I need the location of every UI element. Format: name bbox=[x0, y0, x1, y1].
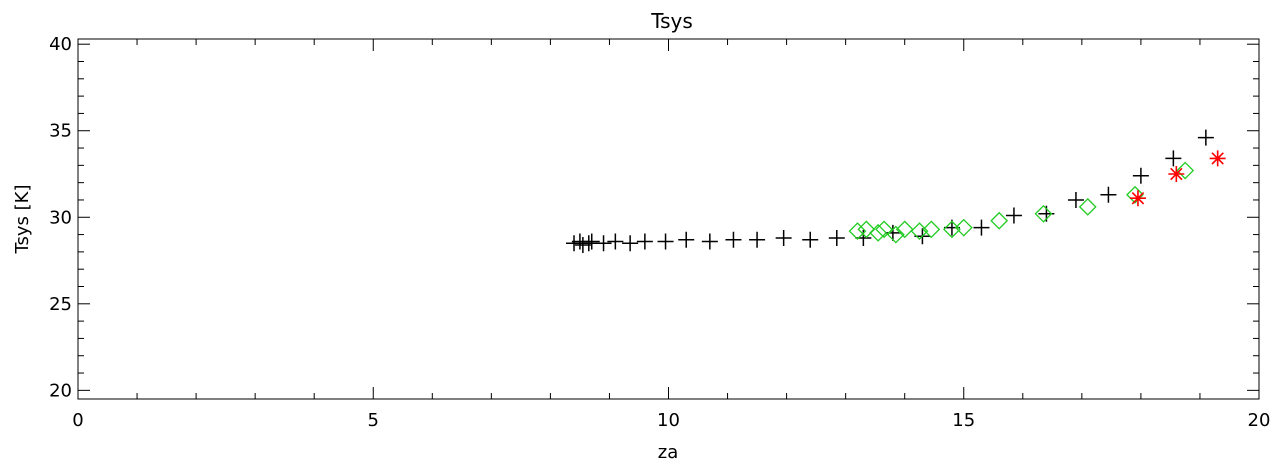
data-point-plus bbox=[1165, 150, 1182, 167]
data-point-plus bbox=[580, 235, 597, 252]
data-point-diamond bbox=[869, 223, 888, 242]
chart-title: Tsys bbox=[650, 9, 693, 33]
plot-frame bbox=[77, 38, 1260, 400]
data-point-plus bbox=[1100, 186, 1117, 203]
data-point-diamond bbox=[1078, 197, 1097, 216]
x-axis-title: za bbox=[658, 442, 678, 463]
data-point-plus bbox=[657, 233, 674, 250]
y-tick-label: 20 bbox=[49, 380, 72, 401]
data-point-diamond bbox=[875, 220, 893, 239]
data-point-plus bbox=[1067, 191, 1084, 208]
data-point-plus bbox=[1132, 167, 1149, 184]
data-point-plus bbox=[828, 230, 845, 247]
data-point-plus bbox=[622, 235, 639, 252]
data-points bbox=[566, 129, 1226, 253]
x-tick-label: 5 bbox=[368, 410, 379, 431]
data-point-plus bbox=[802, 231, 819, 248]
data-point-diamond bbox=[990, 211, 1009, 230]
y-tick-label: 30 bbox=[49, 207, 72, 228]
data-point-plus bbox=[1005, 207, 1022, 224]
data-point-plus bbox=[636, 233, 653, 250]
axis-tick-labels: 0 5 10 15 20 20 25 30 35 40 bbox=[49, 34, 1270, 431]
y-tick-label: 35 bbox=[49, 121, 72, 142]
data-point-plus bbox=[725, 231, 742, 248]
data-point-asterisk bbox=[1209, 150, 1226, 167]
axis-ticks bbox=[77, 39, 1260, 399]
data-point-plus bbox=[1197, 129, 1214, 146]
y-tick-label: 25 bbox=[49, 294, 72, 315]
x-tick-label: 20 bbox=[1248, 410, 1271, 431]
x-tick-label: 10 bbox=[657, 410, 680, 431]
data-point-diamond bbox=[886, 225, 905, 244]
data-point-diamond bbox=[1176, 161, 1195, 180]
data-point-asterisk bbox=[1129, 190, 1146, 207]
data-point-plus bbox=[943, 219, 960, 236]
data-point-plus bbox=[775, 230, 792, 247]
data-point-plus bbox=[701, 233, 718, 250]
data-point-asterisk bbox=[1168, 166, 1185, 182]
data-point-plus bbox=[595, 235, 612, 252]
data-point-plus bbox=[607, 233, 624, 250]
x-tick-label: 15 bbox=[952, 410, 975, 431]
data-point-diamond bbox=[857, 220, 876, 239]
data-point-plus bbox=[884, 224, 901, 241]
data-point-plus bbox=[749, 231, 766, 248]
data-point-plus bbox=[973, 219, 990, 236]
data-point-diamond bbox=[922, 220, 941, 239]
data-point-diamond bbox=[1126, 185, 1144, 204]
data-point-plus bbox=[678, 231, 695, 248]
data-point-diamond bbox=[895, 220, 914, 239]
data-point-diamond bbox=[848, 222, 867, 241]
y-axis-title: Tsys [K] bbox=[12, 185, 33, 255]
x-tick-label: 0 bbox=[72, 410, 83, 431]
data-point-diamond bbox=[1034, 204, 1053, 223]
y-tick-label: 40 bbox=[49, 34, 72, 55]
data-point-plus bbox=[583, 233, 600, 250]
data-point-diamond bbox=[954, 218, 973, 237]
